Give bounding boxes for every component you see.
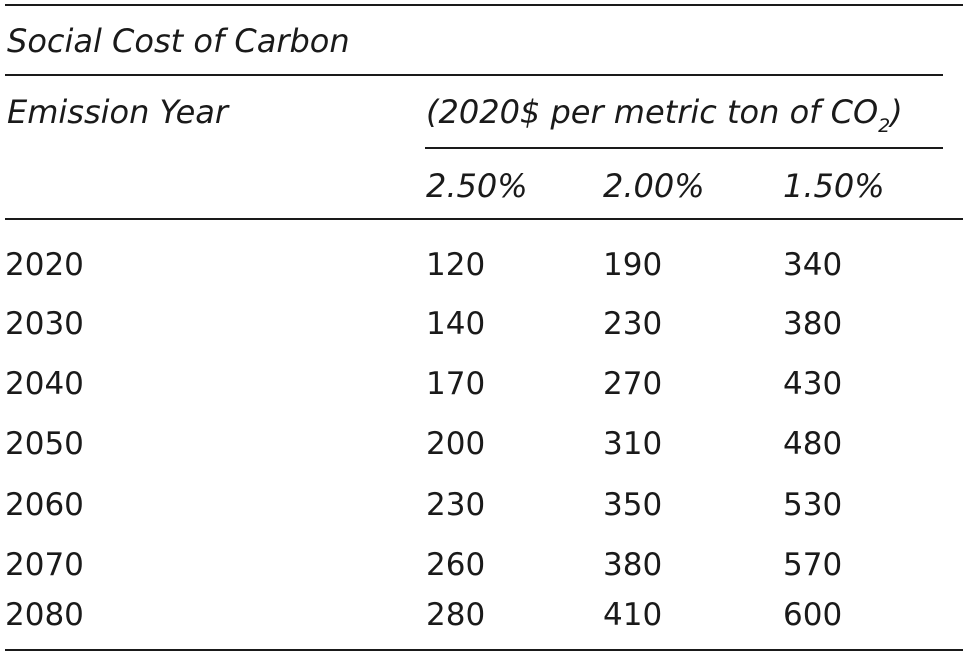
rate-header-3: 1.50% <box>783 167 885 205</box>
value-cell: 200 <box>426 426 486 462</box>
year-cell: 2040 <box>5 366 84 402</box>
value-cell: 310 <box>603 426 663 462</box>
top-rule <box>5 4 963 6</box>
value-cell: 280 <box>426 597 486 633</box>
bottom-rule <box>5 649 963 651</box>
value-cell: 190 <box>603 247 663 283</box>
value-cell: 340 <box>783 247 843 283</box>
year-cell: 2080 <box>5 597 84 633</box>
value-cell: 230 <box>426 487 486 523</box>
units-subscript: 2 <box>878 115 891 137</box>
value-cell: 410 <box>603 597 663 633</box>
units-rule <box>425 147 943 149</box>
year-cell: 2070 <box>5 547 84 583</box>
value-cell: 260 <box>426 547 486 583</box>
value-cell: 380 <box>603 547 663 583</box>
units-header: (2020$ per metric ton of CO2) <box>426 93 903 136</box>
value-cell: 170 <box>426 366 486 402</box>
units-text: (2020$ per metric ton of CO <box>426 93 879 131</box>
value-cell: 380 <box>783 306 843 342</box>
value-cell: 600 <box>783 597 843 633</box>
rate-header-1: 2.50% <box>426 167 528 205</box>
value-cell: 270 <box>603 366 663 402</box>
value-cell: 350 <box>603 487 663 523</box>
header-rule <box>5 218 963 220</box>
value-cell: 230 <box>603 306 663 342</box>
table-title: Social Cost of Carbon <box>7 22 350 60</box>
year-cell: 2020 <box>5 247 84 283</box>
year-cell: 2050 <box>5 426 84 462</box>
value-cell: 140 <box>426 306 486 342</box>
emission-year-header: Emission Year <box>7 93 229 131</box>
value-cell: 570 <box>783 547 843 583</box>
value-cell: 430 <box>783 366 843 402</box>
title-rule <box>5 74 943 76</box>
rate-header-2: 2.00% <box>603 167 705 205</box>
value-cell: 530 <box>783 487 843 523</box>
units-close: ) <box>890 93 903 131</box>
year-cell: 2030 <box>5 306 84 342</box>
year-cell: 2060 <box>5 487 84 523</box>
value-cell: 480 <box>783 426 843 462</box>
value-cell: 120 <box>426 247 486 283</box>
